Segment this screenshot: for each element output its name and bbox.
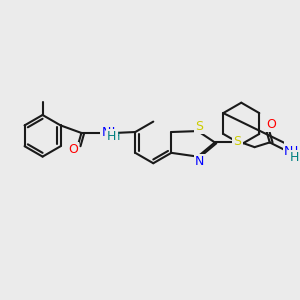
Text: N: N: [289, 146, 298, 158]
Text: H: H: [112, 132, 120, 142]
Text: O: O: [267, 118, 277, 131]
Text: N: N: [284, 146, 293, 158]
Text: O: O: [68, 143, 78, 157]
Text: H: H: [294, 153, 300, 163]
Text: N: N: [101, 125, 111, 139]
Text: N: N: [195, 155, 204, 168]
Text: S: S: [233, 135, 242, 148]
Text: H: H: [290, 151, 299, 164]
Text: S: S: [195, 120, 203, 133]
Text: S: S: [233, 135, 242, 148]
Text: H: H: [107, 130, 116, 143]
Text: O: O: [267, 118, 277, 131]
Text: N: N: [106, 125, 116, 139]
Text: O: O: [68, 143, 78, 157]
Text: S: S: [195, 120, 203, 133]
Text: N: N: [195, 155, 204, 168]
